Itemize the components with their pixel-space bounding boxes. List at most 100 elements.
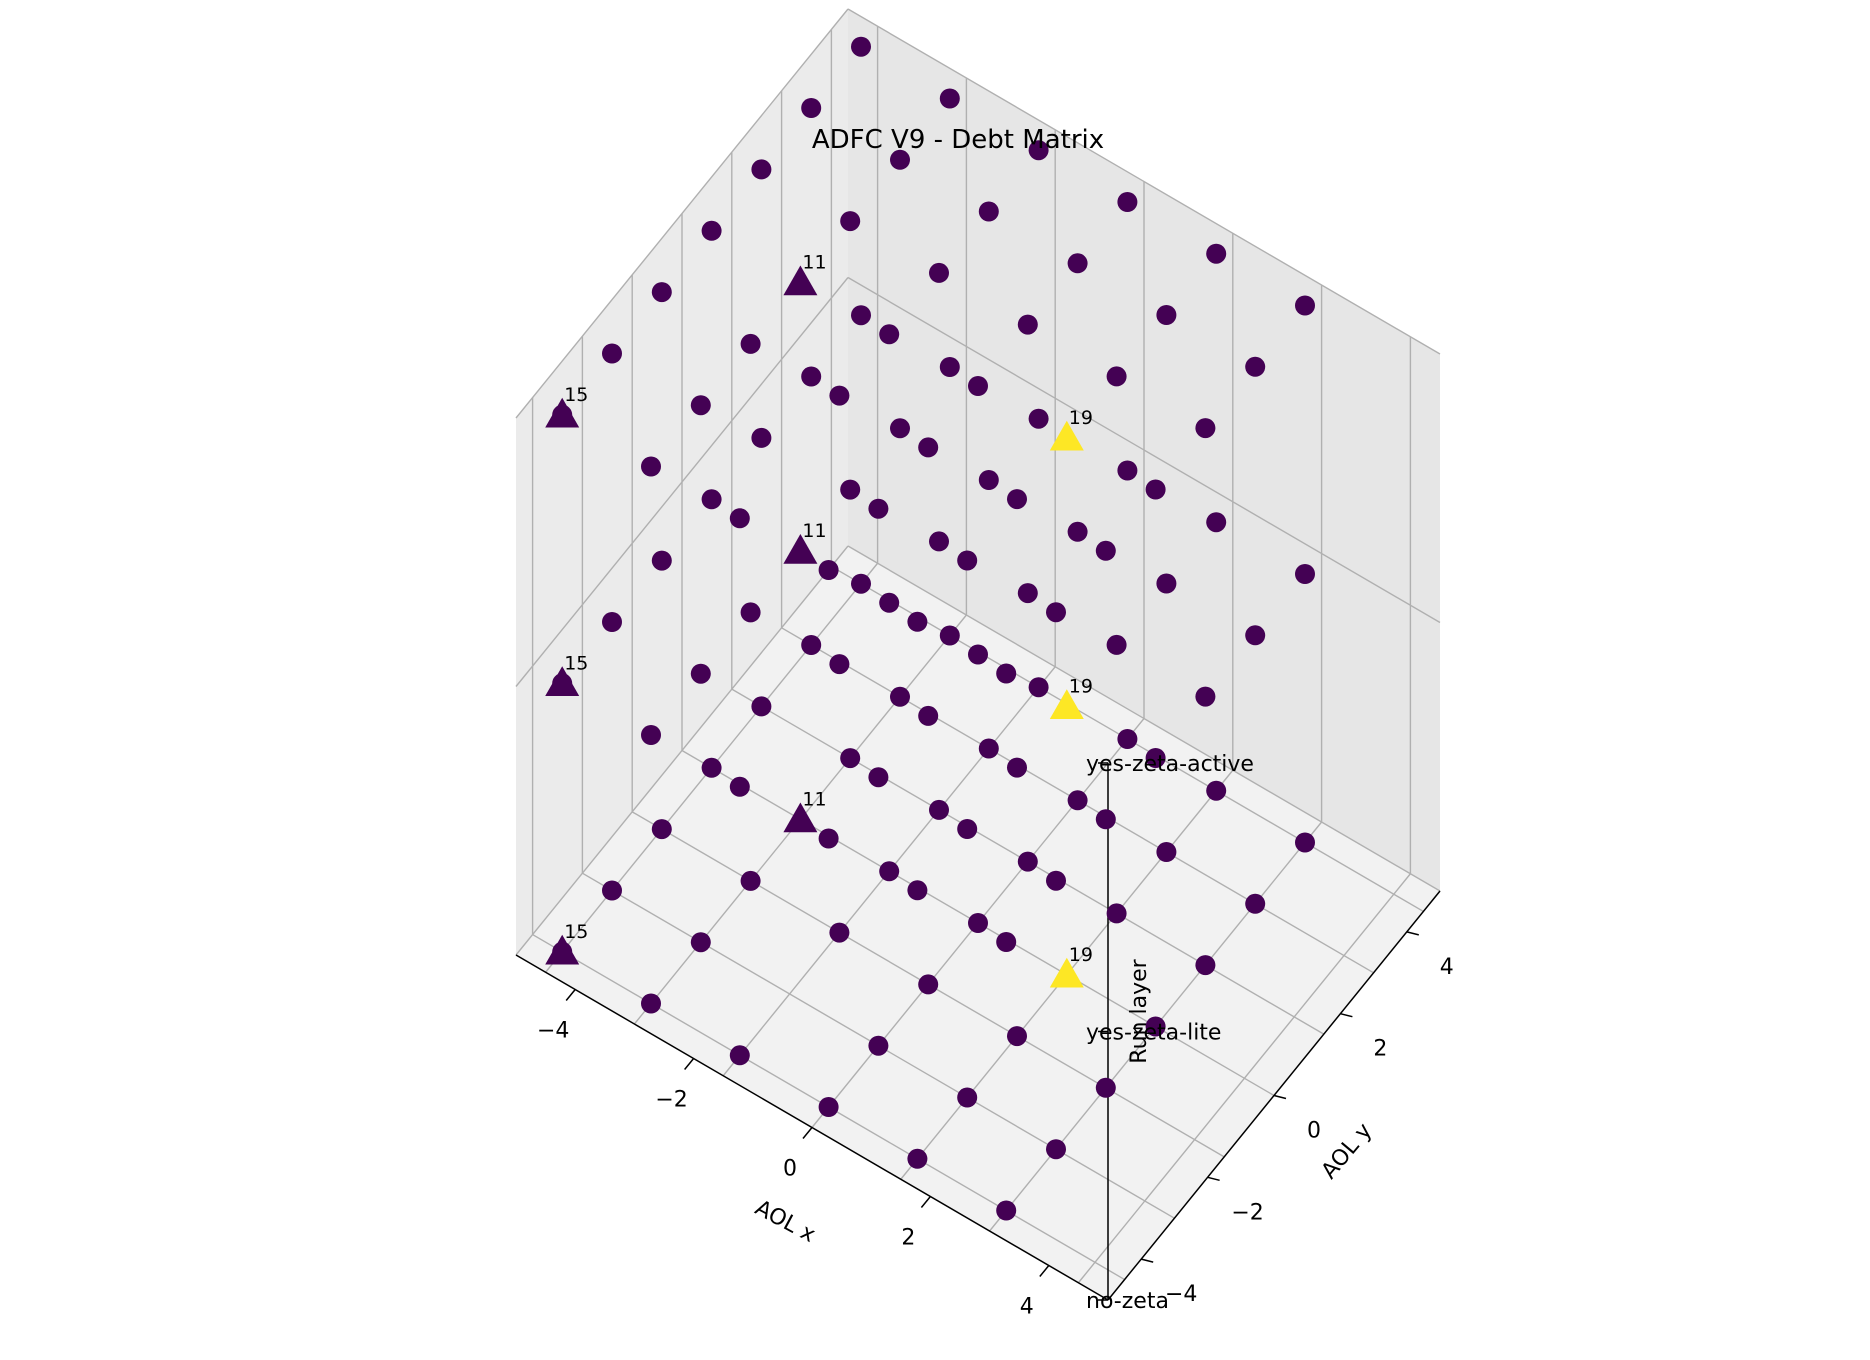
data-point	[1106, 903, 1127, 924]
data-point	[879, 861, 900, 882]
x-tick-mark	[684, 1058, 695, 1070]
data-point	[840, 479, 861, 500]
data-point	[978, 470, 999, 490]
data-point	[829, 654, 850, 675]
data-point	[641, 725, 661, 745]
y-tick-mark	[1340, 1012, 1353, 1018]
y-tick-mark	[1207, 1176, 1220, 1182]
y-tick-label: 2	[1373, 1037, 1387, 1062]
data-point	[701, 757, 722, 778]
x-tick-label: 0	[783, 1157, 797, 1182]
data-point	[1195, 418, 1216, 439]
data-point	[996, 1200, 1017, 1221]
data-point	[602, 880, 622, 901]
data-point	[1007, 757, 1027, 778]
highlight-point	[1049, 957, 1084, 988]
data-point	[907, 1148, 928, 1169]
data-point	[1046, 1139, 1066, 1160]
data-point	[1145, 748, 1166, 768]
data-point	[602, 612, 622, 632]
data-point	[1017, 314, 1038, 335]
x-tick-mark	[565, 989, 576, 1001]
data-point	[939, 625, 960, 646]
data-point	[939, 357, 960, 377]
data-point	[840, 211, 861, 232]
data-point	[1106, 366, 1127, 387]
data-point	[978, 201, 999, 222]
point-annotation: 11	[802, 252, 826, 274]
point-annotation: 19	[1069, 407, 1093, 429]
data-point	[1028, 677, 1049, 698]
data-point	[1145, 1016, 1166, 1037]
data-point	[1095, 809, 1116, 830]
data-point	[1017, 583, 1038, 604]
data-point	[729, 1045, 750, 1066]
data-point	[851, 573, 871, 594]
data-point	[907, 611, 928, 632]
y-axis-label: AOL y	[1317, 1119, 1377, 1184]
data-point	[1095, 540, 1116, 561]
data-point	[651, 550, 672, 571]
data-point	[829, 922, 850, 943]
highlight-point	[783, 802, 818, 833]
z-tick-label: yes-zeta-active	[1086, 752, 1254, 777]
data-point	[1046, 870, 1066, 891]
data-point	[1206, 780, 1227, 801]
data-point	[829, 385, 850, 406]
chart-points	[545, 36, 1315, 1221]
z-axis-label: Run layer	[1127, 958, 1152, 1063]
data-point	[907, 880, 928, 901]
chart-title: ADFC V9 - Debt Matrix	[812, 125, 1104, 155]
x-tick-label: 4	[1020, 1295, 1034, 1320]
data-point	[890, 418, 910, 439]
data-point	[851, 36, 871, 57]
data-point	[751, 159, 772, 180]
data-point	[890, 149, 910, 170]
data-point	[1245, 893, 1266, 914]
data-point	[690, 395, 711, 416]
data-point	[651, 282, 672, 303]
highlight-point	[1049, 689, 1084, 719]
data-point	[1028, 408, 1049, 429]
highlight-point	[783, 534, 818, 564]
data-point	[1295, 295, 1315, 316]
y-tick-label: 0	[1307, 1119, 1321, 1144]
data-point	[879, 324, 900, 345]
y-tick-label: −4	[1165, 1282, 1197, 1307]
data-point	[996, 932, 1017, 952]
data-point	[1067, 253, 1088, 274]
data-point	[996, 663, 1017, 684]
data-point	[641, 456, 661, 477]
data-point	[1046, 602, 1066, 623]
z-tick-label: no-zeta	[1086, 1289, 1169, 1314]
data-point	[1067, 790, 1088, 811]
data-point	[968, 913, 988, 933]
point-annotation: 15	[564, 921, 588, 943]
y-tick-label: −2	[1231, 1200, 1263, 1225]
data-point	[818, 560, 839, 580]
data-point	[868, 1035, 889, 1056]
y-tick-mark	[1406, 931, 1419, 936]
chart-axes	[515, 762, 1441, 1301]
data-point	[729, 776, 750, 797]
x-tick-label: 2	[901, 1226, 915, 1251]
grid-line-back-z	[847, 8, 1441, 355]
highlight-point	[783, 265, 818, 296]
data-point	[818, 1097, 839, 1117]
data-point	[1206, 243, 1227, 264]
data-point	[1028, 140, 1049, 161]
data-point	[1117, 192, 1138, 212]
data-point	[1195, 686, 1216, 707]
data-point	[1007, 1026, 1027, 1047]
grid-line-back-z	[847, 545, 1441, 892]
data-point	[1067, 521, 1088, 542]
data-point	[818, 828, 839, 849]
data-point	[968, 644, 988, 665]
data-point	[1245, 356, 1266, 377]
data-point	[1195, 955, 1216, 976]
data-point	[1156, 305, 1177, 325]
data-point	[701, 220, 722, 241]
x-tick-mark	[920, 1196, 931, 1208]
point-annotation: 15	[564, 384, 588, 406]
